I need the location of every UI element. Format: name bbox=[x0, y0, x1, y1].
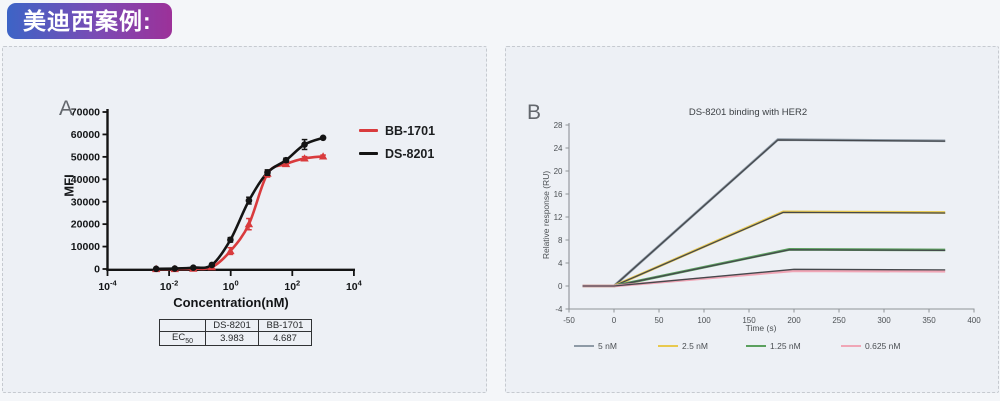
curve-DS-8201 bbox=[154, 136, 325, 271]
legend-item-2-5nM: 2.5 nM bbox=[658, 341, 708, 351]
header-cell-bb1701: BB-1701 bbox=[258, 319, 312, 332]
data-line-0.625 nM bbox=[582, 268, 946, 287]
panel-b-title: DS-8201 binding with HER2 bbox=[688, 107, 808, 118]
svg-text:-50: -50 bbox=[563, 316, 575, 325]
svg-text:400: 400 bbox=[967, 316, 981, 325]
svg-text:8: 8 bbox=[558, 236, 563, 245]
5nM-line-swatch bbox=[574, 345, 594, 347]
header-badge: 美迪西案例: bbox=[7, 3, 172, 39]
svg-text:40000: 40000 bbox=[71, 174, 100, 186]
panel-a-x-axis-title: Concentration(nM) bbox=[173, 295, 289, 310]
svg-text:10-2: 10-2 bbox=[160, 279, 178, 294]
legend-label: DS-8201 bbox=[385, 146, 435, 161]
ec50-table: DS-8201 BB-1701 EC50 3.983 4.687 bbox=[159, 319, 312, 346]
ec50-row-label: EC50 bbox=[159, 331, 206, 346]
point-DS-8201 bbox=[245, 197, 253, 204]
svg-text:300: 300 bbox=[877, 316, 891, 325]
svg-text:70000: 70000 bbox=[71, 107, 100, 119]
svg-text:28: 28 bbox=[554, 121, 563, 130]
header-cell-ds8201: DS-8201 bbox=[205, 319, 259, 332]
point-BB-1701 bbox=[300, 154, 309, 162]
point-DS-8201 bbox=[227, 236, 234, 244]
legend-label: BB-1701 bbox=[385, 123, 436, 138]
legend-item-1-25nM: 1.25 nM bbox=[746, 341, 801, 351]
svg-text:30000: 30000 bbox=[71, 196, 100, 208]
0-625nM-line-swatch bbox=[841, 345, 861, 347]
2-5nM-line-swatch bbox=[658, 345, 678, 347]
svg-text:-4: -4 bbox=[555, 305, 563, 314]
panel-b-card: -4 0 4 8 12 16 20 24 28 -50 0 50 100 150 200 250 300 350 4… bbox=[505, 46, 999, 393]
point-DS-8201 bbox=[301, 141, 308, 148]
svg-text:50000: 50000 bbox=[71, 151, 100, 163]
svg-text:200: 200 bbox=[787, 316, 801, 325]
svg-text:104: 104 bbox=[346, 279, 363, 294]
svg-text:0: 0 bbox=[558, 282, 563, 291]
dose-response-chart: 0 10000 20000 30000 40000 50000 60000 70000 10-4… bbox=[71, 107, 363, 294]
1-25nM-line-swatch bbox=[746, 345, 766, 347]
legend-item-ds8201: DS-8201 bbox=[359, 144, 435, 163]
point-DS-8201 bbox=[152, 265, 160, 273]
panel-b-x-axis-title: Time (s) bbox=[745, 323, 777, 333]
ec50-value-bb1701: 4.687 bbox=[258, 331, 312, 346]
point-DS-8201 bbox=[319, 134, 327, 142]
point-DS-8201 bbox=[189, 264, 197, 271]
bb1701-line-swatch bbox=[359, 129, 378, 132]
legend-label: 1.25 nM bbox=[770, 341, 801, 351]
svg-text:20000: 20000 bbox=[71, 219, 100, 231]
svg-text:10000: 10000 bbox=[71, 241, 100, 253]
point-DS-8201 bbox=[171, 265, 179, 272]
curve-BB-1701 bbox=[154, 155, 325, 271]
header-cell-empty bbox=[159, 319, 206, 332]
legend-item-5nM: 5 nM bbox=[574, 341, 617, 351]
svg-text:100: 100 bbox=[223, 279, 239, 294]
panel-b-y-axis-title: Relative response (RU) bbox=[541, 170, 551, 260]
panel-a-letter: A bbox=[59, 97, 74, 120]
point-DS-8201 bbox=[208, 261, 216, 269]
svg-text:60000: 60000 bbox=[71, 129, 100, 141]
point-DS-8201 bbox=[282, 156, 290, 164]
svg-text:150: 150 bbox=[742, 316, 756, 325]
legend-item-bb1701: BB-1701 bbox=[359, 121, 435, 140]
legend-item-0-625nM: 0.625 nM bbox=[841, 341, 900, 351]
point-DS-8201 bbox=[264, 169, 271, 176]
svg-text:12: 12 bbox=[554, 213, 563, 222]
svg-text:350: 350 bbox=[922, 316, 936, 325]
panel-a-card: 0 10000 20000 30000 40000 50000 60000 70000 10-4… bbox=[2, 46, 487, 393]
panel-a-legend: BB-1701 DS-8201 bbox=[359, 121, 435, 163]
legend-label: 2.5 nM bbox=[682, 341, 708, 351]
svg-text:250: 250 bbox=[832, 316, 846, 325]
svg-text:24: 24 bbox=[554, 144, 563, 153]
ec50-value-ds8201: 3.983 bbox=[205, 331, 259, 346]
spr-sensorgram-chart: -4 0 4 8 12 16 20 24 28 -50 0 50 100 150 200 250 300 350 4… bbox=[554, 121, 982, 325]
svg-text:4: 4 bbox=[558, 259, 563, 268]
panel-b-letter: B bbox=[527, 101, 542, 124]
svg-text:102: 102 bbox=[284, 279, 300, 294]
legend-label: 0.625 nM bbox=[865, 341, 901, 351]
svg-text:0: 0 bbox=[612, 316, 617, 325]
svg-text:100: 100 bbox=[697, 316, 711, 325]
table-header-row: DS-8201 BB-1701 bbox=[159, 319, 312, 332]
panel-a-y-axis-title: MFI bbox=[61, 174, 77, 197]
svg-text:50: 50 bbox=[655, 316, 664, 325]
svg-text:20: 20 bbox=[554, 167, 563, 176]
legend-label: 5 nM bbox=[598, 341, 617, 351]
svg-text:0: 0 bbox=[94, 264, 100, 276]
point-BB-1701 bbox=[318, 152, 328, 160]
svg-text:16: 16 bbox=[554, 190, 563, 199]
table-row: EC50 3.983 4.687 bbox=[159, 331, 312, 346]
point-BB-1701 bbox=[226, 246, 235, 255]
point-BB-1701 bbox=[244, 219, 254, 228]
ds8201-line-swatch bbox=[359, 152, 378, 155]
svg-text:10-4: 10-4 bbox=[98, 279, 117, 294]
